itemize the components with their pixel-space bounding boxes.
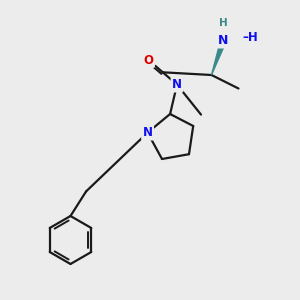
Text: O: O bbox=[143, 53, 154, 67]
Text: N: N bbox=[142, 126, 153, 139]
Text: H: H bbox=[219, 18, 228, 28]
Text: N: N bbox=[172, 78, 182, 91]
Text: N: N bbox=[218, 34, 229, 47]
Text: –H: –H bbox=[242, 31, 258, 44]
Polygon shape bbox=[212, 40, 226, 75]
